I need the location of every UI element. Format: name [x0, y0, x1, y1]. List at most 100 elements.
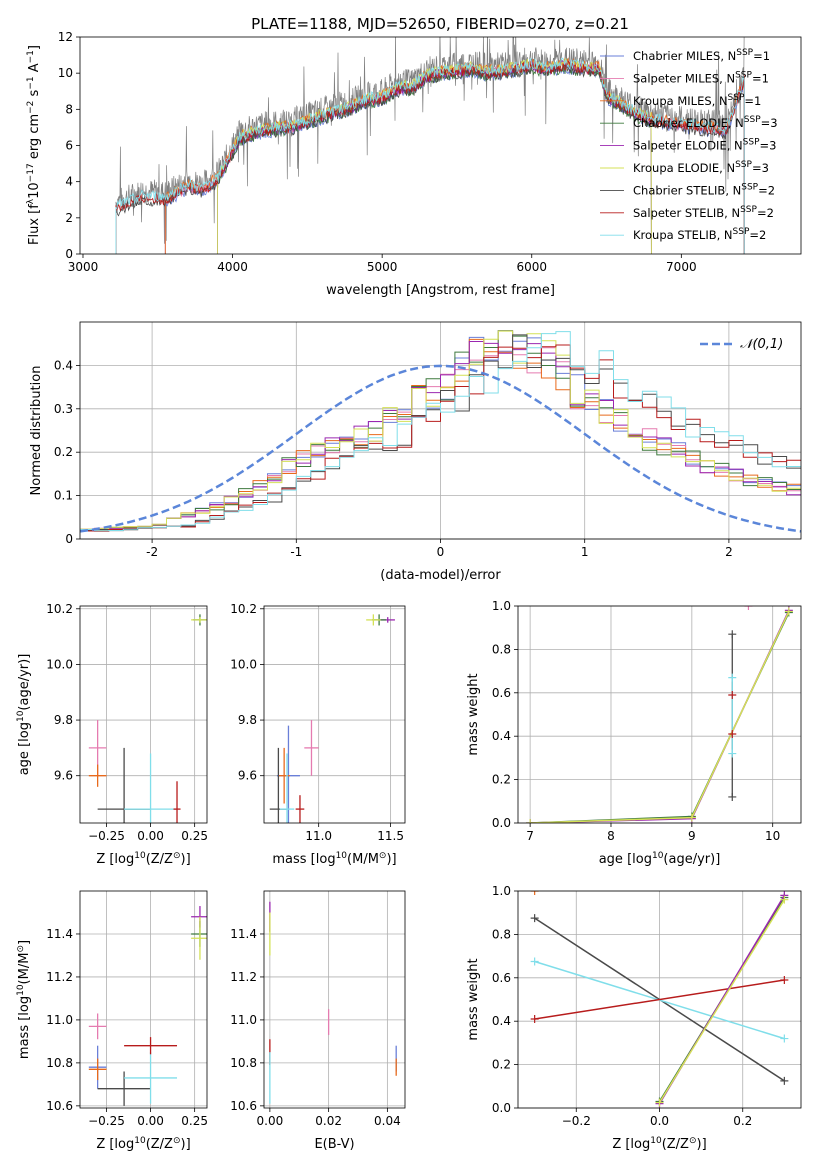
y-tick-label: 0.4 [54, 358, 73, 372]
x-axis-label-part: ⊙ [689, 1136, 697, 1146]
y-tick-label: 9.6 [238, 769, 257, 783]
weight-line-2 [534, 979, 785, 1020]
x-axis-label-part: (Z/Z [662, 1137, 689, 1152]
y-tick-label: 0.8 [492, 642, 511, 656]
y-axis-label: mass weight [466, 673, 481, 755]
y-tick-label: 11.4 [230, 927, 257, 941]
x-axis-label-part: (Z/Z [146, 852, 173, 867]
legend-label-part: =1 [752, 71, 769, 85]
x-axis-label-part: 10 [650, 1136, 662, 1146]
x-axis-label-part: )] [386, 852, 396, 867]
weight-marker [526, 819, 535, 823]
histogram-step-4 [80, 341, 801, 532]
model-spectrum-1 [164, 60, 745, 254]
x-tick-label: -2 [146, 545, 158, 559]
legend-label: Salpeter ELODIE, NSSP=3 [633, 138, 776, 153]
legend-label-part: =2 [749, 228, 766, 242]
axes-frame [263, 605, 406, 824]
legend-label-part: SSP [735, 70, 752, 80]
legend-label-part: =1 [744, 94, 761, 108]
y-tick-label: 10.0 [230, 657, 257, 671]
y-tick-label: 9.8 [238, 713, 257, 727]
x-axis-label-part: )] [697, 1137, 707, 1152]
legend-label: Chabrier STELIB, NSSP=2 [633, 182, 775, 197]
normal-distribution-curve [80, 364, 801, 533]
x-tick-label: 0.0 [650, 1114, 669, 1128]
x-tick-label: −0.2 [562, 1114, 591, 1128]
axes-frame [79, 321, 802, 540]
x-axis-label: (data-model)/error [380, 568, 501, 583]
axes-frame [79, 890, 208, 1109]
x-tick-label: 1 [581, 545, 589, 559]
y-tick-label: 10 [58, 66, 73, 80]
histogram-step-8 [80, 331, 801, 532]
panel-mass_vs_ebv: 0.00 0.02 0.04 10.6 10.8 11.0 11.2 11.4 E(B-V) [230, 890, 406, 1152]
y-tick-label: 0.8 [492, 927, 511, 941]
legend-label-part: SSP [743, 138, 760, 148]
x-axis-label: age [log10(age/yr)] [599, 851, 721, 867]
x-tick-label: 0.00 [137, 829, 164, 843]
legend-label-part: SSP [744, 115, 761, 125]
axes-frame [79, 605, 208, 824]
panel-spectrum: 3000 4000 5000 6000 7000 0 2 4 6 8 10 12 PLATE=1188,… [26, 15, 802, 298]
chart-title: PLATE=1188, MJD=52650, FIBERID=0270, z=0… [251, 15, 629, 33]
x-tick-label: 0.00 [257, 1114, 284, 1128]
x-axis-label-part: Z [log [96, 852, 134, 867]
errorbar-point [97, 1071, 151, 1106]
model-spectrum-2 [164, 57, 745, 254]
legend-label-part: SSP [733, 227, 750, 237]
errorbar-point [366, 614, 381, 626]
x-axis-label: Z [log10(Z/Z⊙)] [612, 1136, 706, 1152]
y-axis-label: Normed distribution [29, 366, 44, 496]
y-tick-label: 10.8 [230, 1056, 257, 1070]
y-axis-label: age [log10(age/yr)] [16, 654, 32, 776]
x-tick-label: 8 [607, 829, 615, 843]
x-axis-label-part: age [log [599, 852, 652, 867]
legend-label: Kroupa STELIB, NSSP=2 [633, 227, 766, 242]
legend-label-part: SSP [735, 160, 752, 170]
y-axis-label-part: −1 [26, 50, 36, 63]
y-tick-label: 2 [65, 211, 73, 225]
legend-label-part: SSP [728, 93, 745, 103]
y-axis-label-part: mass [log [17, 996, 32, 1059]
x-tick-label: −0.25 [88, 829, 125, 843]
y-tick-label: 10.0 [46, 657, 73, 671]
y-axis-label: mass weight [466, 958, 481, 1040]
weight-marker [728, 673, 737, 682]
weight-marker [780, 975, 789, 984]
y-tick-label: 10.2 [46, 602, 73, 616]
y-axis-label-part: s [27, 89, 42, 100]
plot-area-weight_vs_age [526, 606, 793, 823]
x-tick-label: 10 [765, 829, 780, 843]
x-axis-label-part: 10 [652, 851, 664, 861]
x-tick-label: 7000 [666, 260, 697, 274]
x-tick-label: 11.0 [305, 829, 332, 843]
model-spectrum-3 [217, 63, 652, 254]
errorbar-point [88, 1058, 107, 1081]
plot-area-spectrum [115, 37, 745, 254]
y-tick-label: 11.4 [46, 927, 73, 941]
y-axis-label-part: erg cm [27, 114, 42, 163]
x-axis-label: Z [log10(Z/Z⊙)] [96, 1136, 190, 1152]
x-tick-label: -1 [290, 545, 302, 559]
legend-label-part: Kroupa MILES, N [633, 94, 728, 108]
weight-marker [728, 630, 737, 639]
y-tick-label: 12 [58, 30, 73, 44]
y-tick-label: 11.0 [46, 1013, 73, 1027]
y-tick-label: 10.8 [46, 1056, 73, 1070]
plot-area-weight_vs_Z [530, 891, 789, 1108]
y-axis-label-part: 10 [16, 710, 26, 722]
x-tick-label: −0.25 [88, 1114, 125, 1128]
panel-age_vs_Z: −0.25 0.00 0.259.69.810.010.2Z [log10(Z/Z⊙… [16, 602, 208, 867]
axes-frame [517, 890, 802, 1109]
legend-label-part: Kroupa ELODIE, N [633, 161, 735, 175]
x-tick-label: 9 [688, 829, 696, 843]
x-axis-label-part: 10 [134, 851, 146, 861]
errorbar-point [295, 795, 305, 823]
legend-label-part: Kroupa STELIB, N [633, 228, 733, 242]
y-tick-label: 0 [65, 247, 73, 261]
weight-line-0 [530, 612, 790, 823]
